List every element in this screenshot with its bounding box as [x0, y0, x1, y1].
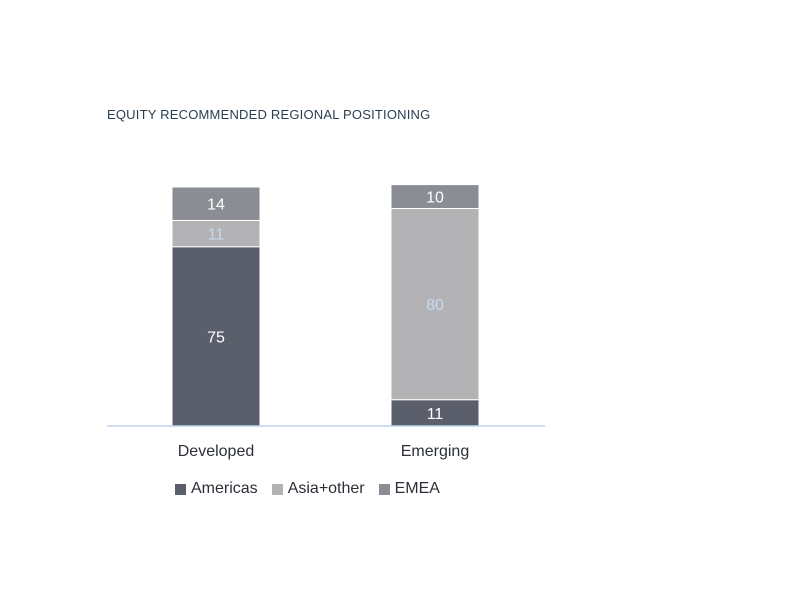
legend-item-asia-other: Asia+other [271, 480, 365, 498]
data-label-emerging-americas: 11 [427, 406, 444, 423]
legend-label-asia-other: Asia+other [287, 480, 365, 497]
bar-segment-developed-emea [171, 186, 261, 221]
legend-label-americas: Americas [191, 480, 258, 497]
category-label-emerging: Emerging [401, 443, 469, 460]
chart-legend: Americas Asia+other EMEA [175, 480, 440, 498]
legend-label-emea: EMEA [394, 480, 440, 497]
legend-item-emea: EMEA [378, 480, 440, 498]
data-label-developed-emea: 14 [207, 197, 225, 214]
category-label-developed: Developed [178, 443, 255, 460]
legend-swatch-emea [378, 483, 390, 495]
bar-segment-emerging-emea [390, 184, 480, 210]
legend-swatch-americas [175, 483, 186, 495]
legend-swatch-asia-other [271, 483, 283, 495]
bar-segment-emerging-americas [390, 399, 480, 427]
legend-item-americas: Americas [175, 480, 258, 498]
bar-segment-developed-americas [171, 246, 261, 427]
data-label-developed-asia-other: 11 [208, 227, 225, 244]
data-label-emerging-emea: 10 [426, 190, 444, 207]
chart-title: EQUITY RECOMMENDED REGIONAL POSITIONING [107, 107, 431, 122]
data-label-emerging-asia-other: 80 [426, 297, 444, 314]
bar-segment-developed-asia-other [171, 219, 261, 248]
data-label-developed-americas: 75 [207, 329, 225, 346]
